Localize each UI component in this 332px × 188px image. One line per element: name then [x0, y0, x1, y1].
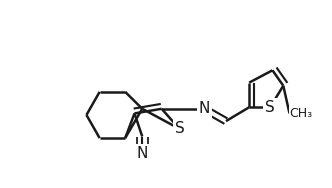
Text: S: S [175, 121, 184, 136]
Text: N: N [199, 101, 210, 116]
Text: CH₃: CH₃ [290, 107, 313, 120]
Text: S: S [265, 100, 275, 115]
Text: N: N [136, 146, 148, 161]
